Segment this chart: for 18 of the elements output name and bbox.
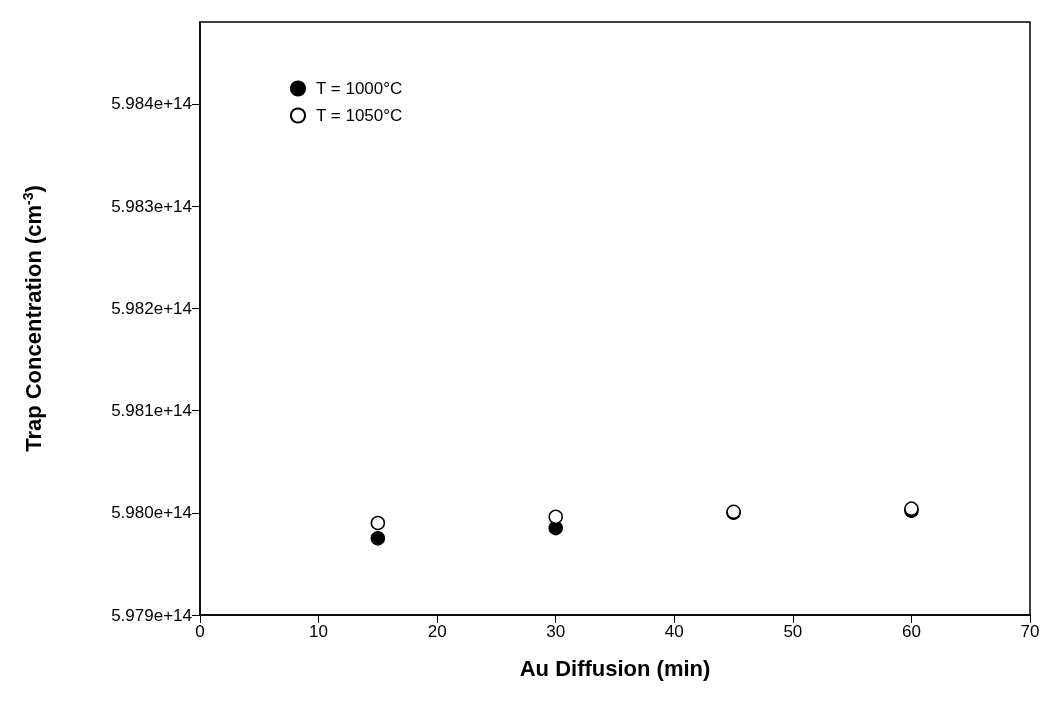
x-tick-label: 0 [195,622,205,641]
legend-label: T = 1050°C [316,106,403,125]
x-tick-label: 10 [309,622,329,641]
legend-label: T = 1000°C [316,79,403,98]
y-tick-label: 5.983e+14 [111,196,192,216]
y-tick-label: 5.981e+14 [111,401,192,421]
x-tick-label: 30 [546,622,566,641]
x-tick-label: 40 [664,622,684,641]
y-tick-label: 5.982e+14 [111,298,192,318]
x-tick-label: 60 [901,622,921,641]
x-axis-title: Au Diffusion (min) [519,655,711,681]
x-tick-label: 50 [783,622,803,641]
y-tick-label: 5.980e+14 [111,503,192,523]
y-tick-label: 5.984e+14 [111,94,192,114]
y-axis-title: Trap Concentration (cm-3) [20,185,46,452]
y-tick-label: 5.979e+14 [111,605,192,625]
x-tick-label: 70 [1020,622,1040,641]
x-tick-label: 20 [427,622,447,641]
